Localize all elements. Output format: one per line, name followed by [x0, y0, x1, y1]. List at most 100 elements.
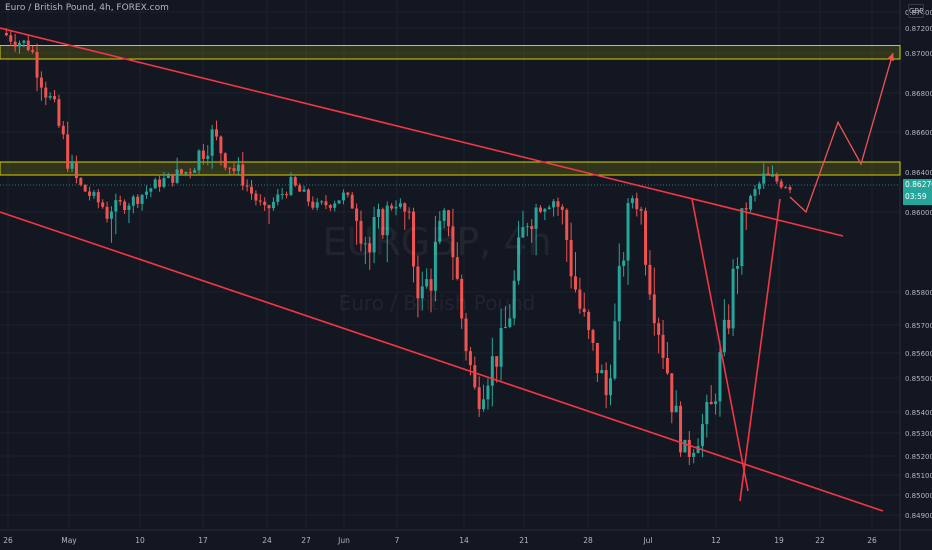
- candle-body: [407, 211, 411, 213]
- candle-body: [521, 227, 525, 238]
- candle-body: [683, 439, 687, 453]
- candle-body: [639, 209, 643, 211]
- candle-body: [517, 237, 521, 281]
- candle-body: [263, 201, 267, 206]
- candle-body: [705, 401, 709, 425]
- candle-body: [171, 174, 175, 183]
- price-tick-label: 0.85800: [905, 289, 932, 297]
- candle-body: [206, 155, 210, 159]
- candle-body: [39, 77, 43, 88]
- candle-body: [722, 319, 726, 353]
- candle-body: [687, 439, 691, 457]
- candle-body: [53, 96, 57, 100]
- trendline: [0, 211, 884, 512]
- candle-body: [613, 321, 617, 379]
- candle-body: [149, 188, 153, 192]
- candle-body: [652, 294, 656, 324]
- candle-body: [753, 189, 757, 196]
- candle-body: [114, 200, 118, 212]
- candle-body: [538, 207, 542, 212]
- candle-body: [433, 241, 437, 291]
- candle-body: [131, 196, 135, 206]
- watermark-description: Euro / British Pound: [339, 291, 536, 315]
- candle-body: [709, 401, 713, 405]
- symbol-title: Euro / British Pound, 4h, FOREX.com: [5, 3, 169, 13]
- candle-body: [775, 175, 779, 182]
- candle-body: [473, 365, 477, 388]
- candle-body: [766, 173, 770, 176]
- candle-body: [162, 178, 166, 187]
- candle-body: [333, 203, 337, 208]
- time-tick-label: 22: [815, 536, 825, 545]
- candle-body: [530, 226, 534, 229]
- price-tick-label: 0.85500: [905, 375, 932, 383]
- candle-body: [788, 187, 792, 190]
- candle-body: [341, 192, 345, 201]
- price-tick-label: 0.87400: [905, 9, 932, 17]
- candle-body: [565, 209, 569, 240]
- candle-body: [31, 50, 35, 52]
- candle-body: [236, 164, 240, 172]
- candle-body: [241, 164, 245, 186]
- candle-body: [105, 206, 109, 219]
- candle-body: [337, 200, 341, 204]
- price-tick-label: 0.85600: [905, 350, 932, 358]
- price-tick-label: 0.85400: [905, 409, 932, 417]
- candle-body: [626, 202, 630, 261]
- candle-body: [158, 179, 162, 187]
- candle-body: [276, 194, 280, 202]
- time-tick-label: 21: [519, 536, 529, 545]
- candle-body: [547, 207, 551, 209]
- candle-body: [622, 260, 626, 266]
- watermark-symbol: EURGBP, 4h: [322, 220, 551, 264]
- trendlines: [0, 27, 884, 512]
- candle-body: [92, 192, 96, 196]
- candle-body: [144, 191, 148, 195]
- price-tick-label: 0.86400: [905, 169, 932, 177]
- candle-body: [665, 357, 669, 374]
- candle-body: [587, 312, 591, 331]
- candle-body: [420, 286, 424, 299]
- bar-countdown: 03:59: [905, 192, 927, 201]
- time-tick-label: 28: [583, 536, 593, 545]
- candle-body: [372, 217, 376, 253]
- candle-body: [543, 208, 547, 212]
- candle-body: [298, 185, 302, 192]
- projection-line: [789, 52, 894, 214]
- candle-body: [635, 198, 639, 210]
- candle-body: [534, 207, 538, 229]
- candle-body: [355, 208, 359, 221]
- candle-body: [429, 279, 433, 291]
- price-tick-label: 0.85300: [905, 430, 932, 438]
- candle-body: [66, 134, 70, 169]
- candle-body: [460, 278, 464, 319]
- candle-body: [644, 210, 648, 265]
- candle-body: [512, 280, 516, 319]
- candle-body: [293, 177, 297, 186]
- candle-body: [57, 99, 61, 126]
- candle-body: [560, 206, 564, 210]
- candle-body: [455, 257, 459, 279]
- candle-body: [425, 279, 429, 287]
- candle-body: [48, 96, 52, 98]
- currency-label[interactable]: GBP: [908, 4, 924, 18]
- candle-body: [490, 356, 494, 386]
- time-tick-label: 10: [135, 536, 145, 545]
- candle-body: [215, 129, 219, 137]
- candle-body: [228, 167, 232, 169]
- price-tick-label: 0.87000: [905, 50, 932, 58]
- price-tick-label: 0.86800: [905, 90, 932, 98]
- candle-body: [140, 194, 144, 204]
- candle-body: [245, 185, 249, 187]
- time-tick-label: 12: [711, 536, 721, 545]
- candle-body: [123, 201, 127, 210]
- candle-body: [188, 172, 192, 174]
- time-tick-label: May: [61, 536, 77, 545]
- candle-body: [258, 200, 262, 202]
- time-tick-label: 14: [459, 536, 469, 545]
- candle-body: [762, 173, 766, 184]
